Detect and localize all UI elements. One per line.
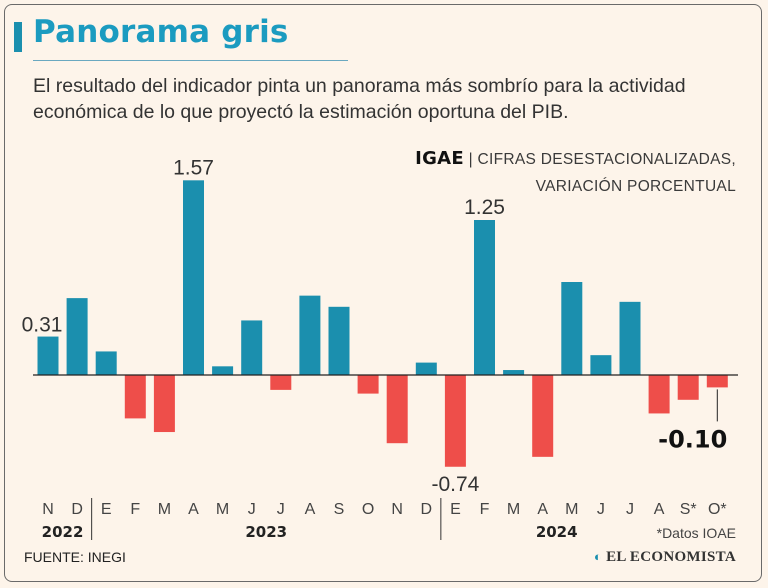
series-desc-1: | CIFRAS DESESTACIONALIZADAS, bbox=[468, 151, 736, 168]
year-label-2024: 2024 bbox=[536, 523, 578, 541]
x-tick-15: F bbox=[480, 501, 490, 518]
x-tick-5: A bbox=[188, 501, 199, 518]
bar-8 bbox=[270, 375, 292, 390]
bar-21 bbox=[648, 375, 670, 414]
x-tick-11: O bbox=[362, 501, 374, 518]
data-label-0: 0.31 bbox=[22, 314, 63, 337]
brand-logo: ◐ EL ECONOMISTA bbox=[594, 549, 736, 566]
x-tick-16: M bbox=[507, 501, 520, 518]
bar-13 bbox=[415, 362, 437, 375]
x-tick-18: M bbox=[565, 501, 578, 518]
year-label-2023: 2023 bbox=[245, 523, 287, 541]
year-label-2022: 2022 bbox=[42, 523, 84, 541]
brand-mark-icon: ◐ bbox=[593, 549, 603, 564]
title-divider bbox=[33, 60, 348, 61]
bar-20 bbox=[619, 301, 641, 375]
bar-22 bbox=[677, 375, 699, 400]
bar-12 bbox=[386, 375, 408, 444]
x-tick-2: E bbox=[101, 501, 112, 518]
bar-19 bbox=[590, 355, 612, 375]
bar-17 bbox=[532, 375, 554, 457]
data-label-15: 1.25 bbox=[464, 196, 505, 219]
x-tick-6: M bbox=[216, 501, 229, 518]
brand-name: EL ECONOMISTA bbox=[606, 549, 736, 565]
x-tick-19: J bbox=[597, 501, 605, 518]
bar-10 bbox=[328, 306, 350, 375]
bar-14 bbox=[444, 375, 466, 467]
data-label-23: -0.10 bbox=[658, 425, 727, 453]
x-tick-21: A bbox=[654, 501, 665, 518]
bar-6 bbox=[212, 366, 234, 375]
bar-7 bbox=[241, 320, 263, 375]
chart-subtitle: El resultado del indicador pinta un pano… bbox=[33, 75, 686, 123]
x-tick-7: J bbox=[248, 501, 256, 518]
bar-1 bbox=[66, 298, 88, 375]
bar-4 bbox=[153, 375, 175, 433]
bar-3 bbox=[124, 375, 146, 419]
x-tick-1: D bbox=[71, 501, 83, 518]
chart-title: Panorama gris bbox=[33, 14, 289, 50]
x-tick-0: N bbox=[42, 501, 54, 518]
x-tick-8: J bbox=[277, 501, 285, 518]
card-frame bbox=[4, 4, 762, 582]
source-note: FUENTE: INEGI bbox=[24, 549, 126, 565]
series-name: IGAE bbox=[415, 148, 464, 169]
title-accent-bar bbox=[14, 22, 22, 52]
bar-0 bbox=[37, 336, 59, 375]
x-tick-4: M bbox=[158, 501, 171, 518]
series-desc-2: VARIACIÓN PORCENTUAL bbox=[535, 178, 736, 195]
data-label-5: 1.57 bbox=[173, 156, 214, 179]
footnote: *Datos IOAE bbox=[657, 525, 736, 541]
x-tick-23: O* bbox=[708, 501, 727, 518]
x-tick-10: S bbox=[334, 501, 345, 518]
bar-16 bbox=[503, 370, 525, 375]
x-tick-9: A bbox=[305, 501, 316, 518]
bar-11 bbox=[357, 375, 379, 394]
bar-5 bbox=[183, 180, 204, 375]
x-tick-20: J bbox=[626, 501, 634, 518]
data-label-14: -0.74 bbox=[431, 473, 479, 496]
x-tick-17: A bbox=[537, 501, 548, 518]
bar-9 bbox=[299, 295, 321, 375]
x-tick-3: F bbox=[130, 501, 140, 518]
bar-15 bbox=[474, 220, 495, 375]
x-tick-22: S* bbox=[680, 501, 697, 518]
x-tick-12: N bbox=[391, 501, 403, 518]
x-tick-14: E bbox=[450, 501, 461, 518]
bar-2 bbox=[95, 351, 117, 375]
bar-23 bbox=[706, 375, 728, 388]
bar-18 bbox=[561, 282, 583, 375]
series-caption: IGAE | CIFRAS DESESTACIONALIZADAS, VARIA… bbox=[415, 145, 736, 200]
x-tick-13: D bbox=[421, 501, 433, 518]
